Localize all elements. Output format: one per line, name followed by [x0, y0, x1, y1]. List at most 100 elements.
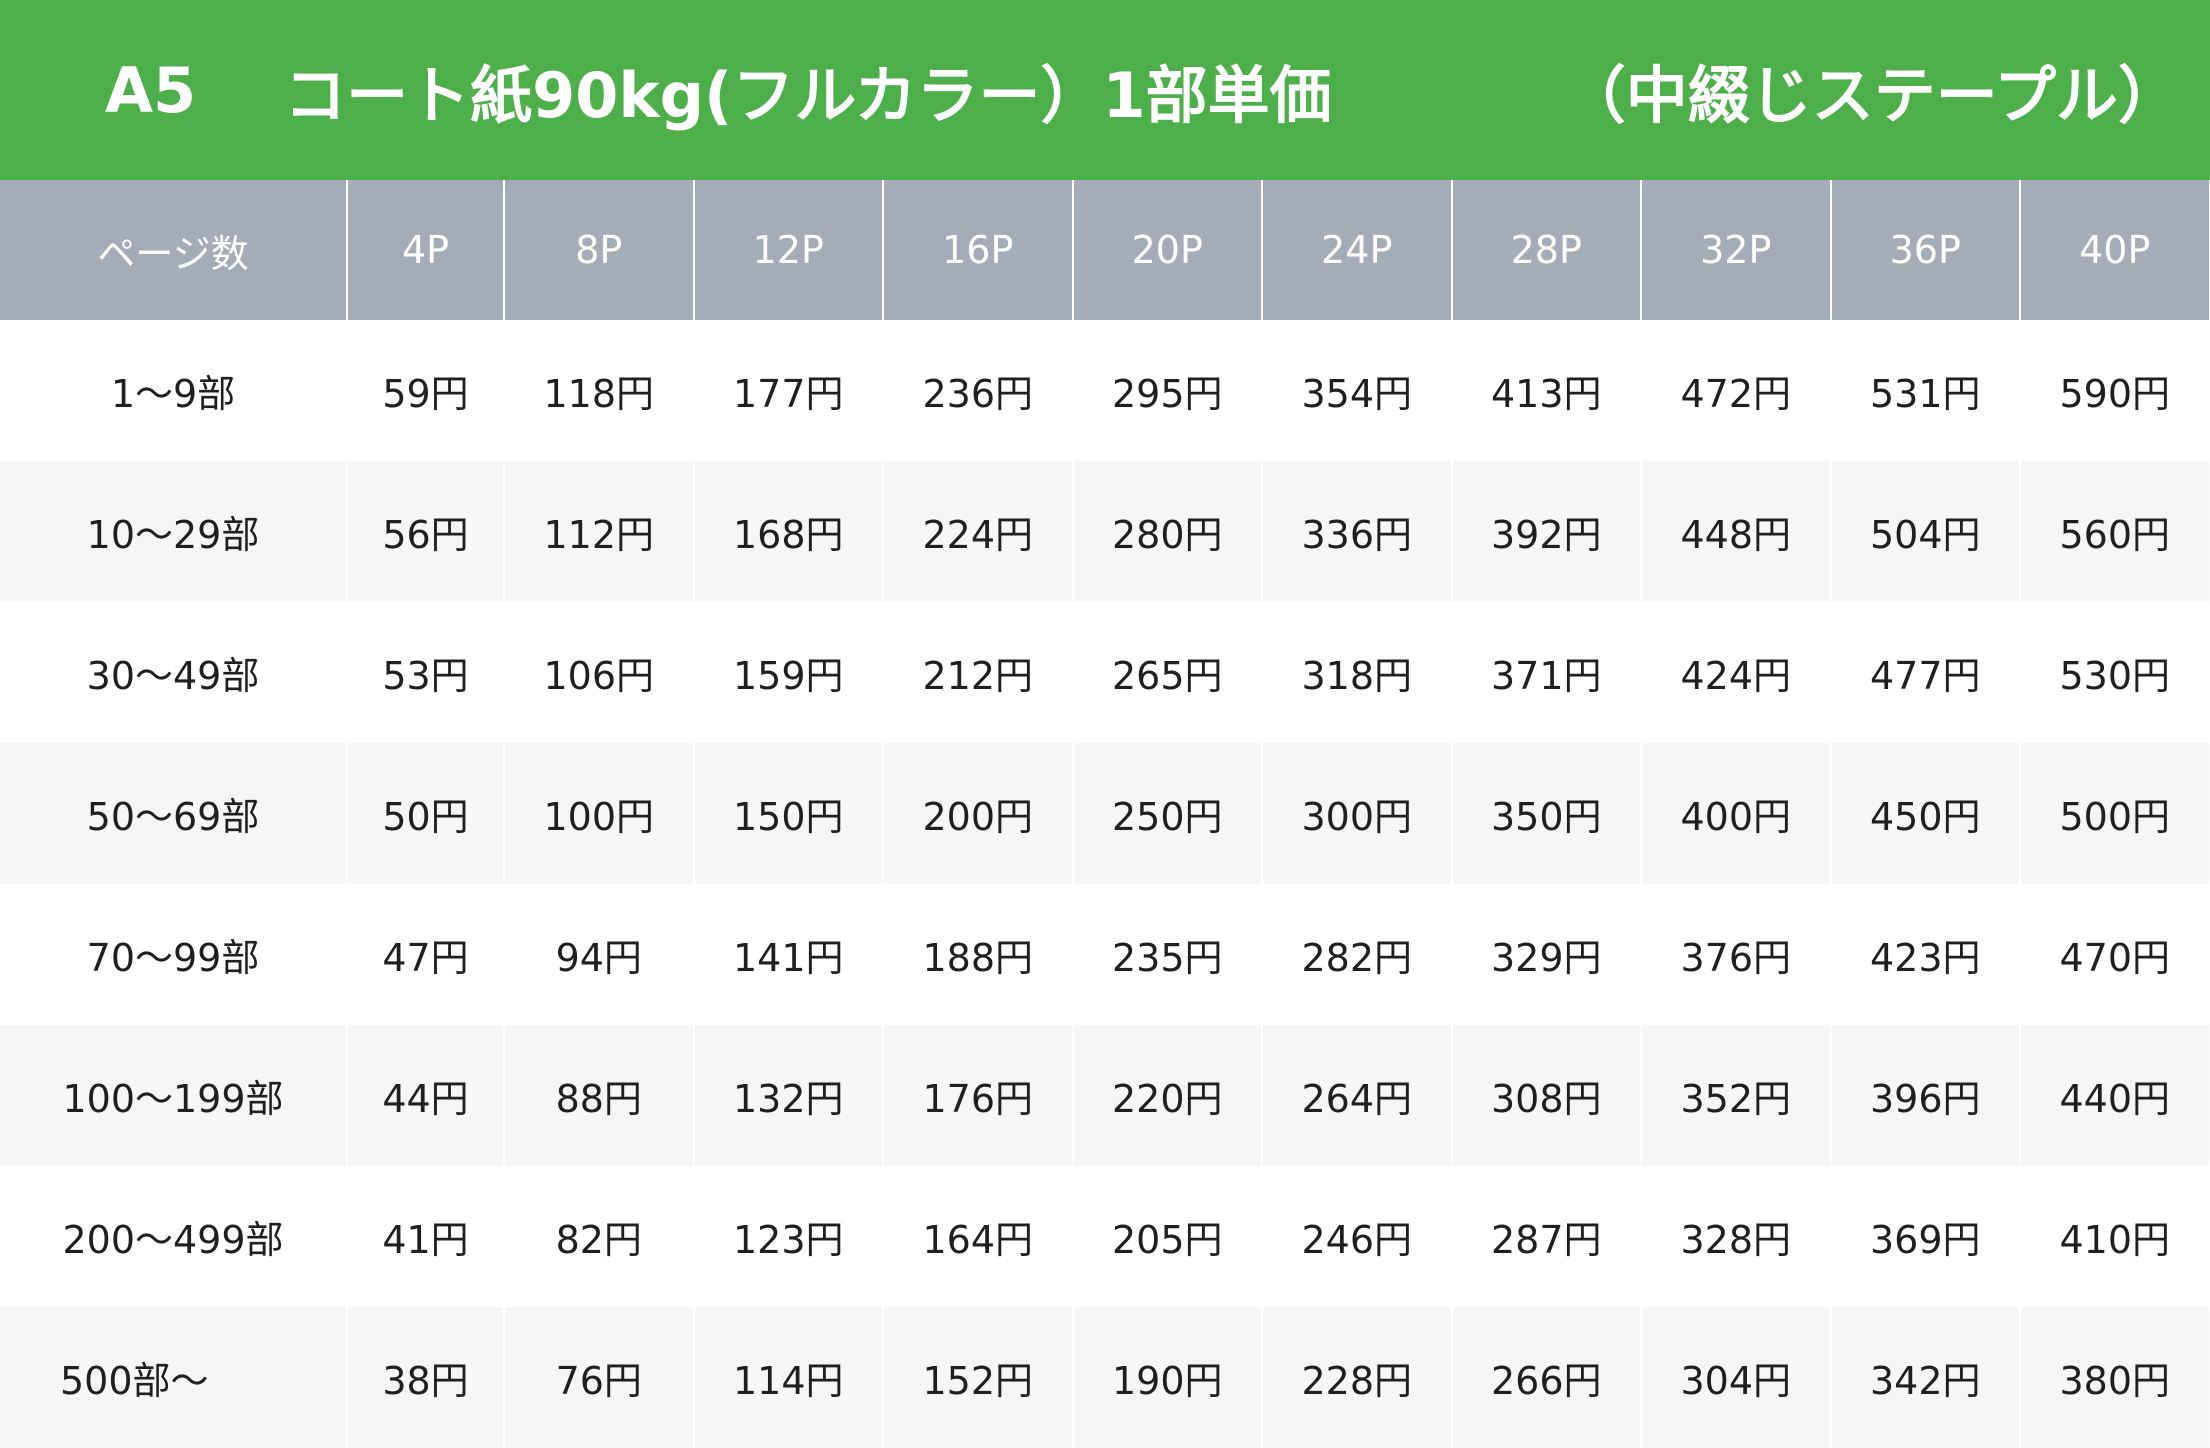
price-cell: 560円 [2019, 461, 2210, 602]
price-cell: 380円 [2019, 1307, 2210, 1448]
price-cell: 228円 [1261, 1307, 1453, 1448]
price-cell: 220円 [1071, 1025, 1263, 1166]
price-cell: 235円 [1071, 884, 1263, 1025]
price-cell: 376円 [1640, 884, 1832, 1025]
price-cell: 76円 [503, 1307, 695, 1448]
price-cell: 38円 [346, 1307, 505, 1448]
price-cell: 44円 [346, 1025, 505, 1166]
quantity-cell: 10～29部 [0, 461, 348, 602]
price-cell: 413円 [1450, 320, 1642, 461]
price-cell: 530円 [2019, 602, 2210, 743]
price-cell: 328円 [1640, 1166, 1832, 1307]
quantity-cell: 70～99部 [0, 884, 348, 1025]
price-cell: 236円 [882, 320, 1074, 461]
table-header-row: ページ数 4P 8P 12P 16P 20P 24P 28P 32P 36P 40P [0, 180, 2210, 320]
price-cell: 282円 [1261, 884, 1453, 1025]
price-cell: 112円 [503, 461, 695, 602]
price-cell: 472円 [1640, 320, 1832, 461]
price-cell: 82円 [503, 1166, 695, 1307]
price-cell: 400円 [1640, 743, 1832, 884]
price-cell: 352円 [1640, 1025, 1832, 1166]
price-cell: 342円 [1829, 1307, 2021, 1448]
column-header-12p: 12P [692, 180, 884, 320]
column-header-8p: 8P [503, 180, 695, 320]
price-cell: 123円 [692, 1166, 884, 1307]
quantity-cell: 500部～ [0, 1307, 348, 1448]
price-cell: 280円 [1071, 461, 1263, 602]
price-cell: 246円 [1261, 1166, 1453, 1307]
column-header-4p: 4P [346, 180, 505, 320]
price-table: ページ数 4P 8P 12P 16P 20P 24P 28P 32P 36P 40P 1～9部 59円… [0, 180, 2210, 1448]
price-cell: 350円 [1450, 743, 1642, 884]
price-cell: 440円 [2019, 1025, 2210, 1166]
price-cell: 470円 [2019, 884, 2210, 1025]
price-cell: 190円 [1071, 1307, 1263, 1448]
table-row: 30～49部 53円 106円 159円 212円 265円 318円 371円 424円 477… [0, 602, 2210, 743]
price-cell: 50円 [346, 743, 505, 884]
price-cell: 300円 [1261, 743, 1453, 884]
price-cell: 250円 [1071, 743, 1263, 884]
price-cell: 159円 [692, 602, 884, 743]
column-header-28p: 28P [1450, 180, 1642, 320]
column-header-36p: 36P [1829, 180, 2021, 320]
price-cell: 410円 [2019, 1166, 2210, 1307]
table-row: 1～9部 59円 118円 177円 236円 295円 354円 413円 472円 531円 5… [0, 320, 2210, 461]
price-cell: 500円 [2019, 743, 2210, 884]
price-cell: 304円 [1640, 1307, 1832, 1448]
price-cell: 56円 [346, 461, 505, 602]
paper-size-label: A5 [105, 53, 197, 127]
quantity-cell: 50～69部 [0, 743, 348, 884]
price-cell: 114円 [692, 1307, 884, 1448]
price-cell: 318円 [1261, 602, 1453, 743]
price-cell: 477円 [1829, 602, 2021, 743]
price-cell: 164円 [882, 1166, 1074, 1307]
price-cell: 448円 [1640, 461, 1832, 602]
title-banner: A5 コート紙90kg(フルカラー）1部単価 （中綴じステープル） [0, 0, 2210, 180]
price-cell: 88円 [503, 1025, 695, 1166]
price-cell: 392円 [1450, 461, 1642, 602]
price-cell: 177円 [692, 320, 884, 461]
table-body: 1～9部 59円 118円 177円 236円 295円 354円 413円 472円 531円 5… [0, 320, 2210, 1448]
price-cell: 150円 [692, 743, 884, 884]
price-cell: 354円 [1261, 320, 1453, 461]
price-cell: 590円 [2019, 320, 2210, 461]
column-header-pages: ページ数 [0, 180, 348, 320]
column-header-40p: 40P [2019, 180, 2210, 320]
price-cell: 329円 [1450, 884, 1642, 1025]
column-header-32p: 32P [1640, 180, 1832, 320]
price-cell: 168円 [692, 461, 884, 602]
price-cell: 371円 [1450, 602, 1642, 743]
price-cell: 450円 [1829, 743, 2021, 884]
price-cell: 200円 [882, 743, 1074, 884]
price-cell: 264円 [1261, 1025, 1453, 1166]
column-header-20p: 20P [1071, 180, 1263, 320]
price-cell: 396円 [1829, 1025, 2021, 1166]
price-cell: 423円 [1829, 884, 2021, 1025]
quantity-cell: 30～49部 [0, 602, 348, 743]
price-cell: 224円 [882, 461, 1074, 602]
price-cell: 504円 [1829, 461, 2021, 602]
price-cell: 188円 [882, 884, 1074, 1025]
price-cell: 336円 [1261, 461, 1453, 602]
price-cell: 212円 [882, 602, 1074, 743]
price-cell: 265円 [1071, 602, 1263, 743]
price-cell: 152円 [882, 1307, 1074, 1448]
column-header-24p: 24P [1261, 180, 1453, 320]
column-header-16p: 16P [882, 180, 1074, 320]
quantity-cell: 1～9部 [0, 320, 348, 461]
price-cell: 287円 [1450, 1166, 1642, 1307]
price-cell: 132円 [692, 1025, 884, 1166]
price-cell: 205円 [1071, 1166, 1263, 1307]
price-cell: 141円 [692, 884, 884, 1025]
table-row: 100～199部 44円 88円 132円 176円 220円 264円 308円 352円 39… [0, 1025, 2210, 1166]
price-cell: 369円 [1829, 1166, 2021, 1307]
price-cell: 100円 [503, 743, 695, 884]
table-row: 70～99部 47円 94円 141円 188円 235円 282円 329円 376円 423円… [0, 884, 2210, 1025]
price-cell: 41円 [346, 1166, 505, 1307]
price-cell: 308円 [1450, 1025, 1642, 1166]
banner-title-group: A5 コート紙90kg(フルカラー）1部単価 [105, 45, 1332, 135]
price-cell: 47円 [346, 884, 505, 1025]
quantity-cell: 100～199部 [0, 1025, 348, 1166]
price-cell: 118円 [503, 320, 695, 461]
price-cell: 424円 [1640, 602, 1832, 743]
